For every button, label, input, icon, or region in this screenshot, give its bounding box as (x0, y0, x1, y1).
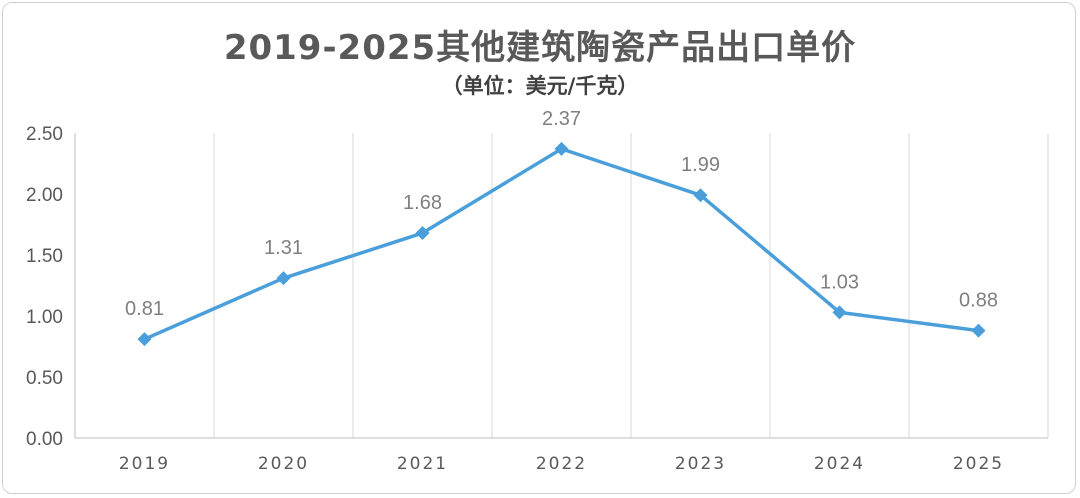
chart-subtitle: （单位：美元/千克） (441, 74, 639, 98)
y-tick-label: 1.00 (26, 307, 63, 328)
y-tick-label: 2.50 (26, 124, 63, 145)
data-label: 1.31 (264, 237, 303, 259)
data-point-marker (693, 188, 708, 203)
data-point-marker (276, 271, 291, 286)
data-label: 1.68 (403, 192, 442, 214)
chart-title: 2019-2025其他建筑陶瓷产品出口单价 (223, 28, 857, 68)
data-point-marker (415, 226, 430, 241)
data-point-marker (971, 323, 986, 338)
x-tick-label: 2020 (258, 454, 309, 474)
series (137, 141, 986, 347)
axes (74, 133, 1048, 439)
y-tick-label: 1.50 (26, 246, 63, 267)
y-tick-label: 0.00 (26, 429, 63, 450)
x-tick-label: 2024 (814, 454, 865, 474)
y-axis-ticks: 0.00 0.50 1.00 1.50 2.00 2.50 (26, 124, 63, 450)
y-tick-label: 2.00 (26, 185, 63, 206)
x-tick-label: 2025 (953, 454, 1004, 474)
data-point-marker (137, 332, 152, 347)
gridlines (213, 133, 1049, 438)
data-point-marker (832, 305, 847, 320)
data-point-marker (554, 141, 569, 156)
data-label: 0.81 (125, 298, 164, 320)
x-tick-label: 2022 (536, 454, 587, 474)
data-label: 0.88 (959, 290, 998, 312)
x-tick-label: 2019 (119, 454, 170, 474)
data-label: 1.99 (681, 154, 720, 176)
x-axis-ticks: 2019 2020 2021 2022 2023 2024 2025 (119, 454, 1004, 474)
data-label: 1.03 (820, 271, 859, 293)
x-tick-label: 2023 (675, 454, 726, 474)
y-tick-label: 0.50 (26, 368, 63, 389)
data-labels: 0.81 1.31 1.68 2.37 1.99 1.03 0.88 (125, 108, 998, 320)
x-tick-label: 2021 (397, 454, 448, 474)
data-label: 2.37 (542, 108, 581, 130)
